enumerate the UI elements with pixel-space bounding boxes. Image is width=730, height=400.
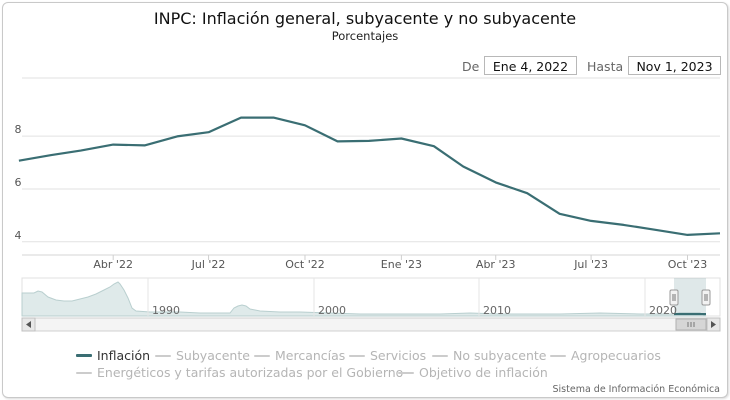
navigator-selected-range[interactable]	[674, 278, 706, 316]
legend-item-energeticos[interactable]: Energéticos y tarifas autorizadas por el…	[76, 365, 403, 380]
range-to-input[interactable]: Nov 1, 2023	[628, 56, 721, 75]
scrollbar-track[interactable]	[21, 317, 721, 332]
legend-item-inflacion[interactable]: Inflación	[76, 348, 150, 363]
arrow-right-icon	[711, 321, 716, 328]
arrow-left-icon	[26, 321, 31, 328]
x-tick-label: Oct '22	[285, 258, 325, 271]
legend-line-icon	[76, 354, 92, 357]
legend-item-subyacente[interactable]: Subyacente	[155, 348, 250, 363]
legend-line-icon	[349, 354, 365, 357]
y-tick-label: 4	[15, 229, 22, 242]
navigator-handle-left[interactable]	[669, 289, 679, 306]
legend-label: Inflación	[97, 348, 151, 363]
legend-item-no-subyacente[interactable]: No subyacente	[432, 348, 546, 363]
x-tick-label: Jul '23	[573, 258, 608, 271]
x-tick-label: Oct '23	[668, 258, 708, 271]
x-axis-ticks: Abr '22 Jul '22 Oct '22 Ene '23 Abr '23 Jul '…	[93, 255, 707, 271]
legend-line-icon	[155, 354, 171, 357]
navigator-tick-label: 2000	[318, 304, 346, 317]
legend-label: Energéticos y tarifas autorizadas por el…	[97, 365, 404, 380]
legend-label: Mercancías	[275, 348, 346, 363]
navigator-tick-label: 2010	[483, 304, 511, 317]
navigator-tick-label: 2020	[649, 304, 677, 317]
legend-label: Objetivo de inflación	[419, 365, 548, 380]
range-from-label: De	[462, 59, 480, 74]
legend-item-servicios[interactable]: Servicios	[349, 348, 426, 363]
navigator-ticks: 1990 2000 2010 2020	[147, 278, 677, 317]
x-tick-label: Ene '23	[381, 258, 422, 271]
navigator-tick-label: 1990	[152, 304, 180, 317]
legend-label: Servicios	[370, 348, 427, 363]
legend-line-icon	[254, 354, 270, 357]
range-to-label: Hasta	[587, 59, 624, 74]
gridlines	[22, 77, 720, 256]
chart-title: INPC: Inflación general, subyacente y no…	[153, 9, 577, 28]
chart-subtitle: Porcentajes	[331, 29, 399, 43]
legend-item-agropecuarios[interactable]: Agropecuarios	[550, 348, 661, 363]
legend-line-icon	[76, 371, 92, 374]
x-tick-label: Jul '22	[191, 258, 226, 271]
y-tick-label: 6	[15, 176, 22, 189]
x-tick-label: Abr '22	[93, 258, 133, 271]
range-from-input[interactable]: Ene 4, 2022	[484, 56, 577, 75]
legend-label: Subyacente	[176, 348, 250, 363]
series-line-inflacion[interactable]	[18, 116, 721, 236]
legend-line-icon	[432, 354, 448, 357]
legend-line-icon	[398, 371, 414, 374]
y-axis-ticks: 4 6 8	[15, 123, 22, 242]
legend-label: No subyacente	[453, 348, 547, 363]
credits[interactable]: Sistema de Información Económica	[552, 384, 721, 395]
series-layer	[18, 116, 721, 236]
legend-line-icon	[550, 354, 566, 357]
y-tick-label: 8	[15, 123, 22, 136]
scrollbar[interactable]	[21, 317, 721, 332]
x-tick-label: Abr '23	[476, 258, 516, 271]
chart-plot: 4 6 8 Abr '22 Jul '22 Oct '22 Ene '23 Abr '23 J…	[15, 77, 721, 332]
legend-label: Agropecuarios	[571, 348, 661, 363]
navigator-area	[21, 281, 707, 317]
legend-item-objetivo[interactable]: Objetivo de inflación	[398, 365, 548, 380]
navigator[interactable]: 1990 2000 2010 2020	[21, 277, 721, 317]
legend-item-mercancias[interactable]: Mercancías	[254, 348, 345, 363]
navigator-handle-right[interactable]	[701, 289, 711, 306]
